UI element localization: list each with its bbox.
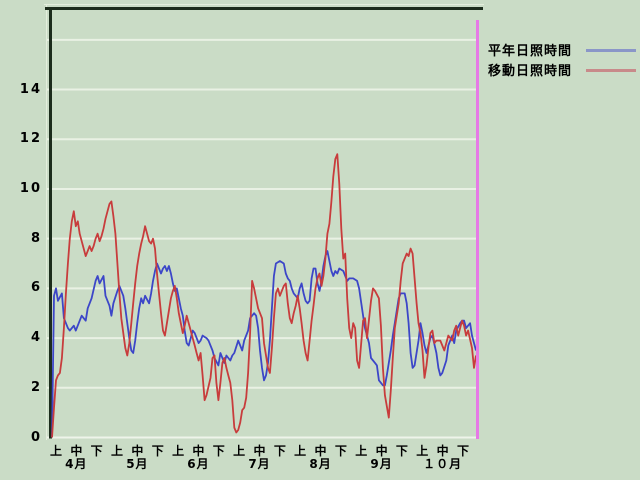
grid-layer (46, 38, 478, 439)
y-axis-label: 6 (30, 280, 42, 296)
x-axis-period-label: 上 (355, 444, 368, 458)
legend-label-normal-sunshine: 平年日照時間 (488, 44, 573, 59)
y-axis-label: 14 (19, 81, 42, 97)
x-axis-month-label: 7月 (248, 457, 271, 471)
x-axis-period-label: 中 (131, 444, 144, 458)
x-axis-period-label: 下 (212, 444, 225, 458)
x-axis-period-label: 下 (456, 444, 469, 458)
x-axis-period-label: 下 (151, 444, 164, 458)
x-axis-month-label: 9月 (370, 457, 393, 471)
legend-item: 平年日照時間 (488, 40, 638, 60)
x-axis-period-label: 上 (111, 444, 124, 458)
x-axis-period-label: 下 (273, 444, 286, 458)
legend: 平年日照時間 移動日照時間 (488, 40, 638, 80)
x-axis-period-label: 中 (436, 444, 449, 458)
y-axis-label: 0 (30, 429, 42, 445)
x-axis-period-label: 上 (294, 444, 307, 458)
y-axis-label: 12 (19, 131, 42, 147)
x-axis-month-label: 4月 (65, 457, 88, 471)
y-axis-label: 10 (19, 180, 42, 196)
x-axis-month-label: 8月 (309, 457, 332, 471)
x-axis-period-label: 中 (253, 444, 266, 458)
chart-border (44, 4, 484, 440)
x-axis-period-label: 中 (70, 444, 83, 458)
x-axis-period-label: 上 (416, 444, 429, 458)
y-axis-label: 8 (30, 230, 42, 246)
series-layer (51, 153, 477, 438)
legend-line-red-swatch (586, 69, 636, 72)
x-axis-period-label: 下 (334, 444, 347, 458)
x-axis-period-label: 中 (314, 444, 327, 458)
x-axis-period-label: 下 (395, 444, 408, 458)
x-axis-month-label: 6月 (187, 457, 210, 471)
x-axis-period-label: 上 (172, 444, 185, 458)
y-axis-label: 4 (30, 330, 42, 346)
series-line-normal-sunshine (51, 250, 477, 438)
legend-item: 移動日照時間 (488, 60, 638, 80)
x-axis-period-label: 中 (192, 444, 205, 458)
series-line-moving-sunshine (51, 153, 477, 438)
x-axis-month-label: 5月 (126, 457, 149, 471)
x-axis-period-label: 上 (49, 444, 62, 458)
x-axis-period-label: 中 (375, 444, 388, 458)
x-axis-month-label: １０月 (423, 457, 463, 471)
y-axis-label: 2 (30, 379, 42, 395)
x-axis-period-label: 上 (233, 444, 246, 458)
x-axis-period-label: 下 (90, 444, 103, 458)
legend-line-blue-swatch (586, 49, 636, 52)
legend-label-moving-sunshine: 移動日照時間 (488, 64, 573, 79)
